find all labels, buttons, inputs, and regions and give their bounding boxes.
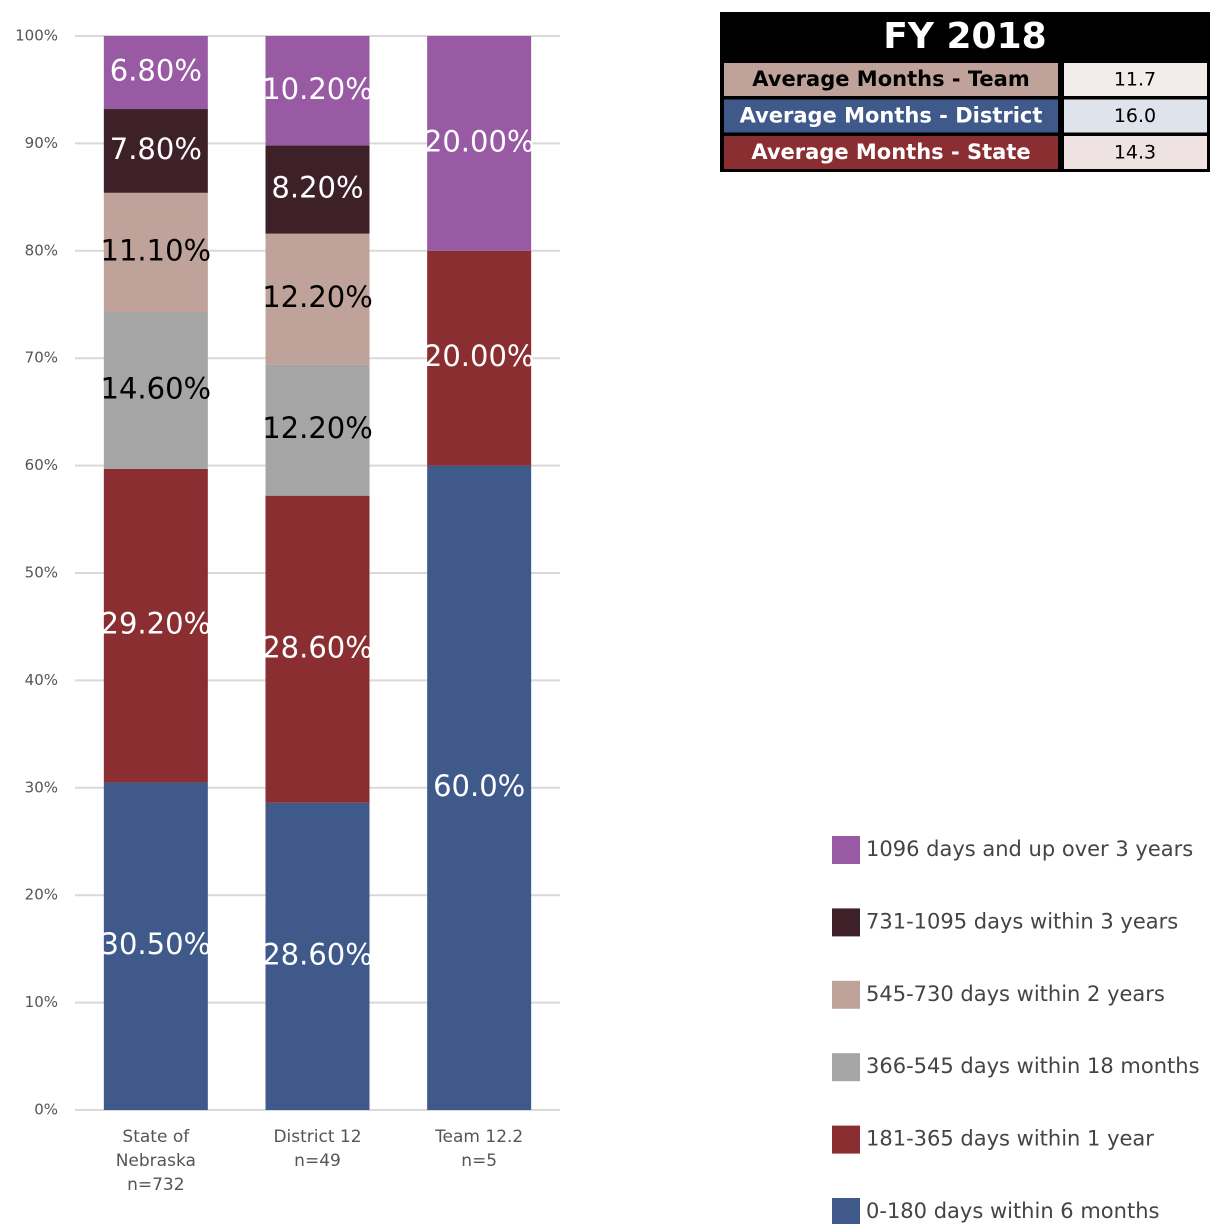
y-tick-label: 90% — [25, 134, 58, 152]
data-label: 60.0% — [433, 769, 525, 803]
x-tick-label: District 12 — [273, 1127, 361, 1147]
table-label-cell — [724, 63, 1058, 96]
data-label: 8.20% — [271, 171, 363, 205]
y-tick-label: 40% — [25, 671, 58, 689]
bar-segment — [427, 465, 532, 1111]
legend-swatch — [832, 1198, 860, 1224]
y-tick-label: 30% — [25, 778, 58, 796]
bar-segment — [103, 109, 208, 193]
data-label: 28.60% — [262, 630, 373, 664]
table-value: 11.7 — [1114, 69, 1156, 91]
bar-segment — [265, 364, 370, 496]
table-value-cell — [1064, 63, 1207, 96]
data-label: 20.00% — [424, 339, 535, 373]
data-label: 11.10% — [101, 233, 212, 267]
y-tick-label: 50% — [25, 564, 58, 582]
legend-swatch — [832, 1125, 860, 1154]
data-label: 12.20% — [262, 411, 373, 445]
x-tick-label: State of — [122, 1127, 190, 1147]
bar-segment — [103, 312, 208, 469]
legend-swatch — [832, 836, 860, 864]
table-label: Average Months - State — [751, 140, 1030, 164]
table-value-cell — [1064, 99, 1207, 133]
table-label-cell — [724, 99, 1058, 133]
bar-segment — [103, 468, 208, 783]
table-title: FY 2018 — [883, 16, 1046, 57]
bar-segment — [265, 145, 370, 234]
y-tick-label: 0% — [34, 1101, 58, 1119]
bar-segment — [265, 495, 370, 803]
legend-label: 366-545 days within 18 months — [866, 1054, 1200, 1078]
bar-segment — [265, 36, 370, 146]
bar-segment — [103, 36, 208, 110]
y-tick-label: 20% — [25, 886, 58, 904]
legend-label: 731-1095 days within 3 years — [866, 909, 1178, 933]
data-label: 7.80% — [110, 132, 202, 166]
data-label: 12.20% — [262, 280, 373, 314]
table-value: 14.3 — [1114, 142, 1156, 164]
legend-label: 545-730 days within 2 years — [866, 982, 1165, 1006]
x-tick-label: n=5 — [461, 1151, 497, 1171]
bar-segment — [103, 192, 208, 313]
y-tick-label: 70% — [25, 349, 58, 367]
data-label: 28.60% — [262, 937, 373, 971]
legend-label: 0-180 days within 6 months — [866, 1199, 1159, 1223]
bar-segment — [103, 782, 208, 1110]
data-label: 6.80% — [110, 54, 202, 88]
data-label: 20.00% — [424, 124, 535, 158]
legend-swatch — [832, 1053, 860, 1082]
data-label: 29.20% — [101, 607, 212, 641]
data-label: 14.60% — [101, 371, 212, 405]
x-tick-label: Team 12.2 — [434, 1127, 523, 1147]
legend-swatch — [832, 980, 860, 1009]
y-tick-label: 80% — [25, 241, 58, 259]
bar-segment — [427, 36, 532, 251]
table-label-cell — [724, 136, 1058, 169]
table-value: 16.0 — [1114, 105, 1156, 127]
data-label: 30.50% — [101, 927, 212, 961]
bar-segment — [265, 802, 370, 1110]
bar-segment — [427, 250, 532, 466]
x-tick-label: n=732 — [127, 1175, 184, 1195]
x-tick-label: Nebraska — [116, 1151, 196, 1171]
table-label: Average Months - District — [740, 104, 1043, 128]
legend-label: 181-365 days within 1 year — [866, 1127, 1154, 1151]
legend-label: 1096 days and up over 3 years — [866, 837, 1193, 861]
y-tick-label: 100% — [15, 27, 58, 45]
bar-segment — [265, 233, 370, 365]
legend-swatch — [832, 908, 860, 937]
table-label: Average Months - Team — [752, 67, 1029, 91]
table-value-cell — [1064, 136, 1207, 169]
y-tick-label: 60% — [25, 456, 58, 474]
y-tick-label: 10% — [25, 993, 58, 1011]
data-label: 10.20% — [262, 72, 373, 106]
x-tick-label: n=49 — [294, 1151, 341, 1171]
